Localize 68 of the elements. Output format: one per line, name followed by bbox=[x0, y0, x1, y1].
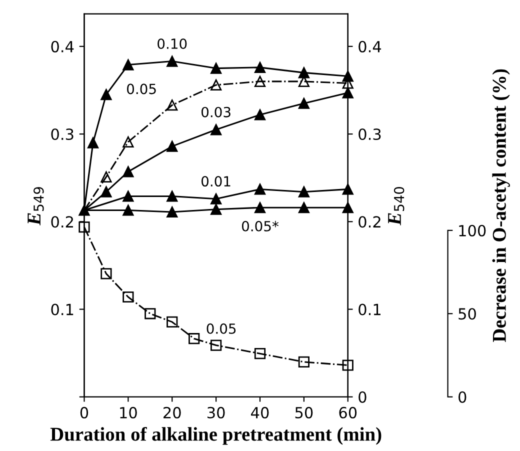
y2-tick-label: 0.3 bbox=[358, 128, 381, 140]
x-tick-label: 30 bbox=[208, 406, 225, 418]
x-tick-label: 10 bbox=[120, 406, 137, 418]
point bbox=[254, 109, 266, 120]
point bbox=[122, 136, 134, 148]
x-tick-label: 50 bbox=[295, 406, 313, 418]
point bbox=[298, 202, 310, 214]
point bbox=[100, 89, 112, 100]
annotation: 0.05 bbox=[127, 84, 156, 94]
point bbox=[166, 56, 178, 67]
x-axis-title: Duration of alkaline pretreatment (min) bbox=[50, 426, 382, 445]
y3-axis-title: Decrease in O-acetyl content (%) bbox=[492, 69, 510, 342]
point bbox=[254, 76, 266, 88]
point bbox=[254, 202, 266, 214]
point bbox=[166, 190, 178, 202]
y2-axis-title: E$_{540}$ bbox=[388, 187, 404, 226]
point bbox=[144, 308, 156, 320]
x-tick-label: 40 bbox=[251, 406, 269, 418]
y3-tick-label: 0 bbox=[458, 391, 466, 403]
annotation: 0.01 bbox=[202, 176, 230, 187]
point bbox=[122, 190, 134, 202]
point bbox=[210, 193, 222, 204]
y2-tick-label: 0.4 bbox=[358, 40, 382, 52]
point bbox=[100, 171, 112, 183]
point bbox=[122, 291, 134, 303]
point bbox=[254, 348, 266, 360]
point bbox=[210, 79, 222, 91]
annotation: 0.05 bbox=[206, 323, 236, 334]
point bbox=[210, 204, 222, 215]
y3-tick-label: 50 bbox=[458, 308, 476, 320]
point bbox=[166, 206, 178, 218]
point bbox=[87, 137, 99, 148]
y2-tick-label: 0 bbox=[358, 391, 366, 403]
y3-tick-label: 100 bbox=[459, 224, 486, 236]
point bbox=[298, 356, 310, 368]
point bbox=[122, 59, 134, 70]
point bbox=[166, 316, 178, 328]
point bbox=[298, 67, 310, 78]
point bbox=[122, 204, 134, 216]
point bbox=[210, 340, 222, 351]
point bbox=[210, 124, 222, 136]
annotation: 0.03 bbox=[202, 106, 230, 118]
point bbox=[298, 98, 310, 109]
y-tick-label: 0.4 bbox=[51, 40, 74, 52]
y2-tick-label: 0.2 bbox=[358, 216, 380, 228]
y2-tick-label: 0.1 bbox=[358, 304, 380, 316]
point bbox=[100, 186, 112, 198]
point bbox=[122, 166, 134, 178]
x-tick-label: 0 bbox=[80, 406, 88, 418]
point bbox=[166, 100, 178, 111]
annotation: 0.10 bbox=[158, 38, 187, 49]
point bbox=[254, 62, 266, 73]
y-axis-title: E$_{549}$ bbox=[28, 187, 44, 226]
y-tick-label: 0.3 bbox=[51, 128, 74, 140]
point bbox=[342, 360, 354, 371]
point bbox=[298, 186, 310, 198]
point bbox=[100, 268, 112, 280]
point bbox=[166, 140, 178, 152]
point bbox=[78, 222, 90, 233]
point bbox=[188, 333, 200, 344]
point bbox=[342, 184, 354, 195]
x-tick-label: 20 bbox=[164, 406, 181, 418]
y-tick-label: 0.2 bbox=[51, 216, 73, 228]
point bbox=[254, 184, 266, 195]
point bbox=[210, 62, 222, 74]
x-tick-label: 60 bbox=[339, 406, 357, 418]
y-tick-label: 0.1 bbox=[51, 304, 74, 316]
annotation: 0.05* bbox=[242, 220, 279, 232]
